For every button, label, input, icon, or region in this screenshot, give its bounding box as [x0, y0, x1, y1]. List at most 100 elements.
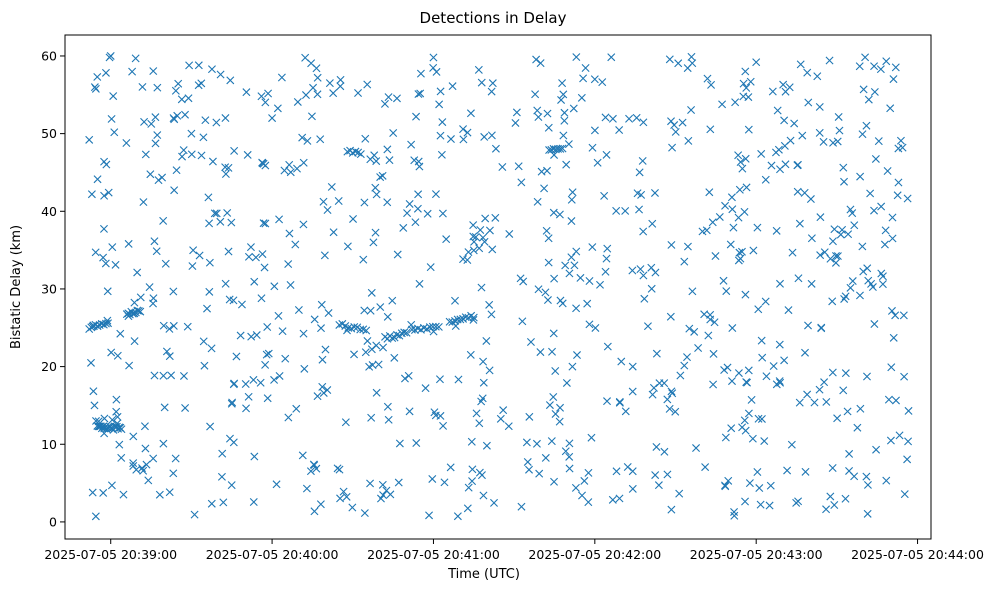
data-point: [184, 94, 193, 103]
data-point: [165, 352, 174, 361]
data-point: [256, 378, 265, 387]
data-point: [671, 407, 680, 416]
data-point: [794, 497, 803, 506]
data-point: [388, 296, 397, 305]
data-point: [900, 372, 909, 381]
data-point: [754, 305, 763, 314]
data-point: [360, 306, 369, 315]
data-point: [665, 55, 674, 64]
data-point: [227, 481, 236, 490]
data-point: [830, 501, 839, 509]
data-point: [383, 312, 392, 321]
data-point: [107, 114, 116, 123]
data-point: [477, 397, 486, 406]
data-point: [866, 189, 875, 198]
data-point: [350, 323, 359, 331]
data-point: [736, 158, 745, 167]
data-point: [454, 375, 463, 384]
data-point: [739, 92, 748, 101]
data-point: [900, 490, 909, 499]
data-point: [591, 323, 600, 332]
data-point: [863, 509, 872, 518]
data-point: [459, 125, 468, 134]
data-point: [190, 510, 199, 519]
y-axis-title: Bistatic Delay (km): [9, 225, 24, 349]
data-point: [636, 265, 645, 274]
data-point: [525, 465, 534, 474]
data-point: [285, 229, 294, 238]
data-point: [405, 407, 414, 416]
data-point: [863, 480, 872, 489]
data-point: [225, 434, 234, 443]
data-point: [834, 112, 843, 121]
data-point: [415, 162, 424, 171]
data-point: [871, 154, 880, 163]
data-point: [273, 104, 282, 113]
data-point: [512, 108, 521, 117]
data-point: [783, 466, 792, 475]
data-point: [549, 329, 558, 338]
data-point: [840, 177, 849, 186]
data-point: [757, 336, 766, 345]
data-point: [490, 498, 499, 507]
data-point: [151, 139, 160, 148]
data-point: [545, 146, 554, 155]
data-point: [846, 283, 855, 292]
data-point: [216, 70, 225, 79]
data-point: [549, 392, 558, 401]
data-point: [343, 326, 351, 335]
data-point: [698, 227, 707, 236]
data-point: [676, 371, 685, 380]
data-point: [410, 156, 419, 165]
data-point: [833, 137, 842, 146]
data-point: [130, 337, 139, 346]
data-point: [780, 356, 789, 365]
data-point: [581, 63, 590, 72]
data-point: [532, 55, 541, 64]
data-point: [749, 246, 758, 255]
data-point: [229, 380, 238, 389]
data-point: [170, 186, 179, 195]
data-point: [230, 146, 239, 155]
data-point: [360, 198, 369, 207]
data-point: [532, 439, 541, 448]
data-point: [244, 252, 253, 261]
data-point: [380, 99, 389, 108]
data-point: [654, 481, 663, 490]
data-point: [628, 362, 637, 371]
data-point: [93, 175, 102, 184]
data-point: [807, 279, 816, 288]
data-point: [588, 143, 597, 152]
data-point: [108, 415, 117, 424]
data-point: [299, 329, 308, 338]
data-point: [129, 432, 138, 441]
data-point: [367, 345, 376, 354]
data-point: [437, 150, 446, 159]
data-point: [400, 328, 409, 337]
data-point: [744, 125, 753, 134]
data-point: [241, 380, 250, 388]
data-point: [536, 348, 545, 357]
data-point: [91, 512, 100, 521]
data-point: [893, 191, 902, 200]
data-point: [903, 455, 912, 464]
data-point: [761, 175, 770, 184]
data-point: [572, 53, 581, 62]
data-point: [399, 223, 408, 232]
data-point: [516, 274, 525, 283]
data-point: [448, 318, 457, 327]
data-point: [828, 237, 837, 246]
data-point: [349, 214, 358, 223]
data-point: [898, 143, 907, 152]
data-point: [548, 347, 557, 356]
data-point: [498, 163, 507, 171]
data-point: [292, 404, 301, 413]
data-point: [862, 121, 871, 130]
data-point: [568, 362, 577, 371]
data-point: [534, 285, 543, 294]
data-point: [169, 287, 178, 296]
data-point: [371, 183, 380, 192]
data-point: [199, 337, 208, 346]
data-point: [125, 361, 134, 370]
data-point: [150, 237, 159, 246]
